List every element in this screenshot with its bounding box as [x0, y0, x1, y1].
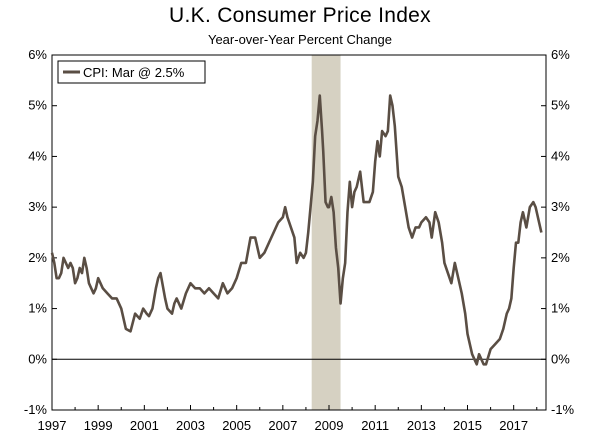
y-tick-label-left: 0% [28, 351, 47, 366]
x-tick-label: 2011 [361, 418, 389, 433]
y-tick-label-left: 6% [28, 47, 47, 62]
series-line-0 [50, 94, 543, 366]
y-tick-label-right: 3% [551, 199, 570, 214]
y-tick-label-left: 5% [28, 98, 47, 113]
series-layer [50, 94, 543, 366]
y-tick-label-right: 0% [551, 351, 570, 366]
y-tick-label-right: 1% [551, 301, 570, 316]
y-tick-label-right: 5% [551, 98, 570, 113]
legend-box [57, 60, 206, 84]
x-tick-label: 2013 [407, 418, 436, 433]
y-tick-label-left: 2% [28, 250, 47, 265]
y-tick-label-left: 1% [28, 301, 47, 316]
x-tick-label: 2015 [453, 418, 482, 433]
x-tick-label: 2009 [315, 418, 344, 433]
x-tick-label: 2001 [130, 418, 159, 433]
y-tick-label-left: 3% [28, 199, 47, 214]
x-tick-label: 2003 [176, 418, 205, 433]
plot-frame [51, 54, 547, 411]
x-tick-label: 2005 [222, 418, 251, 433]
axis-ticks: -1% -1% 0% 0% 1% 1% 2% 2% 3% 3% 4% 4% 5% 5% 6% 6% 1997 19… [24, 47, 575, 433]
y-tick-label-right: -1% [551, 402, 575, 417]
x-tick-label: 1999 [84, 418, 113, 433]
chart-subtitle: Year-over-Year Percent Change [207, 32, 393, 47]
y-tick-label-right: 4% [551, 148, 570, 163]
x-tick-label: 2007 [268, 418, 297, 433]
legend-label: CPI: Mar @ 2.5% [83, 65, 185, 80]
y-tick-label-right: 2% [551, 250, 570, 265]
chart-title: U.K. Consumer Price Index [169, 4, 431, 27]
x-tick-label: 2017 [499, 418, 528, 433]
y-tick-label-right: 6% [551, 47, 570, 62]
y-tick-label-left: 4% [28, 148, 47, 163]
legend: CPI: Mar @ 2.5% [57, 60, 206, 84]
x-tick-label: 1997 [38, 418, 67, 433]
y-tick-label-left: -1% [24, 402, 48, 417]
